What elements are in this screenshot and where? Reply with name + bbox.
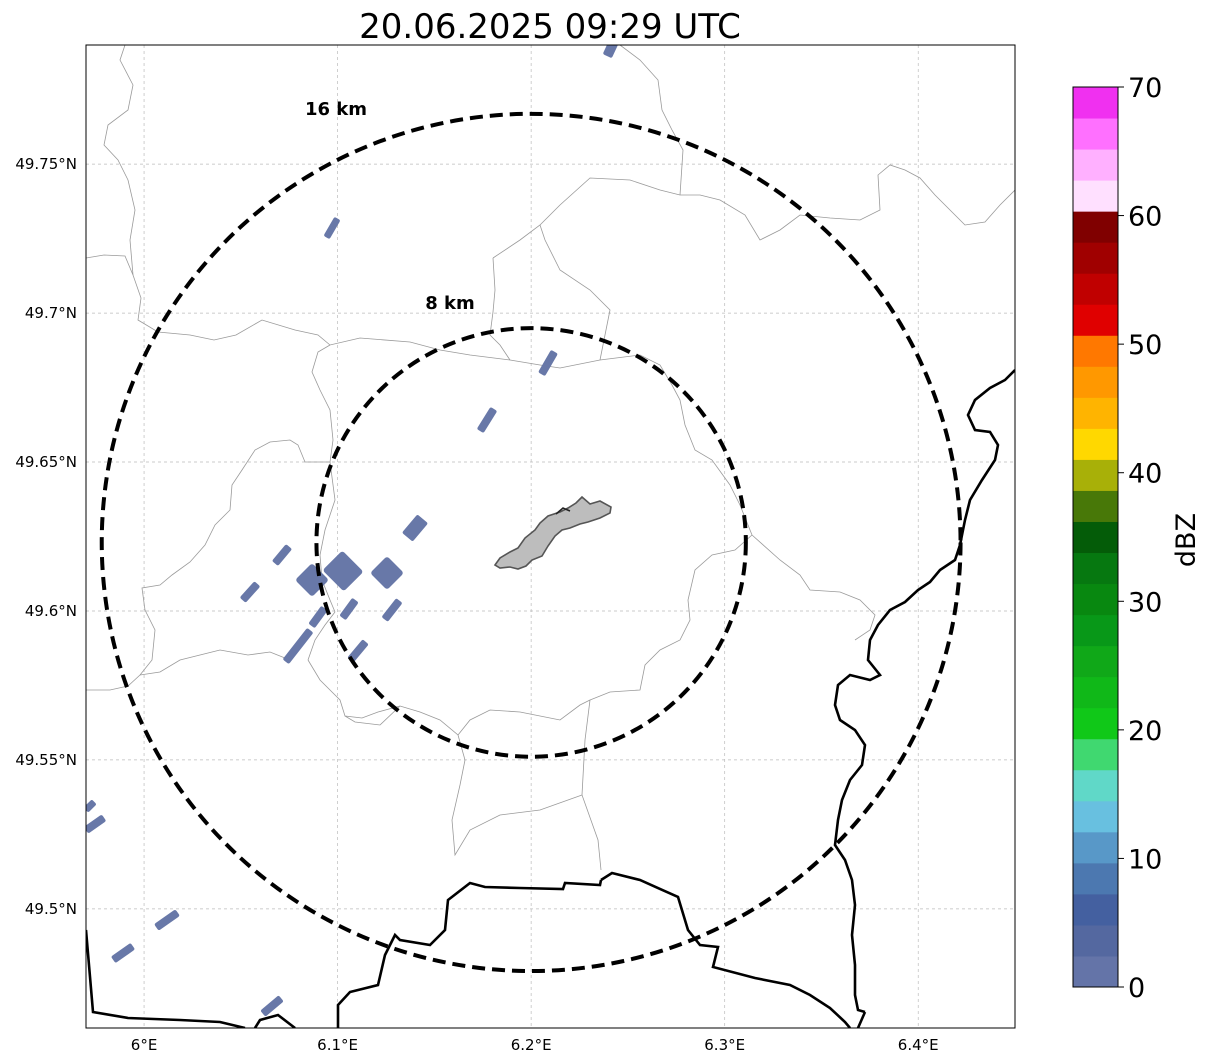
colorbar-swatch — [1073, 242, 1118, 274]
colorbar-swatch — [1073, 335, 1118, 367]
range-ring-8km — [314, 326, 748, 759]
colorbar-tick-label: 0 — [1128, 973, 1145, 1004]
colorbar-swatch — [1073, 87, 1118, 119]
lat-tick-label: 49.55°N — [15, 751, 77, 769]
range-ring-label-16km: 16 km — [305, 99, 367, 120]
lat-tick-label: 49.65°N — [15, 453, 77, 471]
radar-echo — [261, 996, 283, 1016]
radar-echo — [240, 581, 260, 603]
colorbar-tick-label: 30 — [1128, 587, 1162, 618]
lat-tick-label: 49.5°N — [25, 900, 77, 918]
colorbar-tick-label: 70 — [1128, 73, 1162, 104]
radar-echo — [382, 598, 402, 622]
lon-tick-label: 6°E — [131, 1036, 158, 1054]
colorbar: 0 10 20 30 40 50 60 70 dBZ — [1072, 73, 1202, 1004]
colorbar-swatch — [1073, 304, 1118, 336]
colorbar-swatch — [1073, 738, 1118, 771]
radar-echo — [154, 910, 180, 930]
colorbar-swatch — [1073, 645, 1118, 678]
colorbar-swatch — [1073, 211, 1118, 243]
colorbar-swatch — [1073, 273, 1118, 305]
colorbar-tick-label: 50 — [1128, 330, 1162, 361]
colorbar-tick-label: 10 — [1128, 844, 1162, 875]
colorbar-swatch — [1073, 366, 1118, 398]
colorbar-tick-label: 40 — [1128, 459, 1162, 490]
radar-echo — [477, 407, 497, 433]
colorbar-swatch — [1073, 459, 1118, 491]
lon-tick-label: 6.1°E — [317, 1036, 358, 1054]
colorbar-swatch — [1073, 552, 1118, 585]
national-border — [86, 369, 1015, 1028]
colorbar-swatch — [1073, 397, 1118, 429]
colorbar-swatch — [1073, 583, 1118, 616]
communal-boundaries — [86, 45, 1015, 871]
colorbar-swatch — [1073, 831, 1118, 864]
radar-echo — [86, 815, 106, 833]
radar-echo — [283, 628, 313, 664]
colorbar-swatch — [1073, 800, 1118, 833]
lat-tick-label: 49.7°N — [25, 304, 77, 322]
lat-tick-label: 49.6°N — [25, 602, 77, 620]
radar-echo — [603, 45, 619, 58]
colorbar-swatch — [1073, 676, 1118, 709]
axis-ticks: 6°E 6.1°E 6.2°E 6.3°E 6.4°E 49.5°N 49.55°N 49.6… — [15, 155, 938, 1054]
range-rings — [99, 111, 963, 974]
colorbar-ticks: 0 10 20 30 40 50 60 70 — [1118, 73, 1162, 1004]
lon-tick-label: 6.3°E — [704, 1036, 745, 1054]
map-panel — [85, 44, 1016, 1029]
colorbar-swatch — [1073, 521, 1118, 554]
colorbar-tick-label: 60 — [1128, 202, 1162, 233]
colorbar-frame — [1072, 86, 1119, 988]
lon-tick-label: 6.4°E — [898, 1036, 939, 1054]
colorbar-swatch — [1073, 769, 1118, 802]
colorbar-swatch — [1073, 862, 1118, 895]
radar-echo — [324, 217, 340, 239]
range-ring-16km — [99, 111, 963, 974]
radar-echo — [272, 544, 292, 566]
radar-echo — [538, 350, 558, 376]
colorbar-swatch — [1073, 118, 1118, 150]
radar-echo-cell — [323, 551, 363, 591]
city-river-segment — [555, 507, 571, 515]
colorbar-swatch — [1073, 149, 1118, 181]
colorbar-swatch — [1073, 614, 1118, 647]
lat-tick-label: 49.75°N — [15, 155, 77, 173]
range-ring-label-8km: 8 km — [425, 293, 475, 314]
colorbar-label: dBZ — [1171, 513, 1202, 567]
colorbar-swatch — [1073, 490, 1118, 522]
lon-tick-label: 6.2°E — [511, 1036, 552, 1054]
map-frame — [85, 44, 1016, 1029]
city-outline — [493, 495, 612, 570]
radar-echo — [348, 640, 368, 662]
radar-echo — [402, 515, 428, 541]
colorbar-swatch — [1073, 955, 1118, 988]
colorbar-swatch — [1073, 707, 1118, 740]
radar-echo-cell — [371, 557, 403, 589]
colorbar-swatch — [1073, 893, 1118, 926]
colorbar-swatch — [1073, 428, 1118, 460]
colorbar-swatch — [1073, 924, 1118, 957]
radar-echo — [86, 800, 96, 812]
chart-title: 20.06.2025 09:29 UTC — [359, 7, 741, 47]
radar-echo — [340, 598, 358, 620]
radar-echo — [111, 943, 135, 963]
colorbar-swatch — [1073, 180, 1118, 212]
radar-echo — [309, 606, 327, 628]
colorbar-swatches — [1073, 87, 1118, 988]
gridlines — [86, 45, 1015, 1028]
colorbar-tick-label: 20 — [1128, 716, 1162, 747]
